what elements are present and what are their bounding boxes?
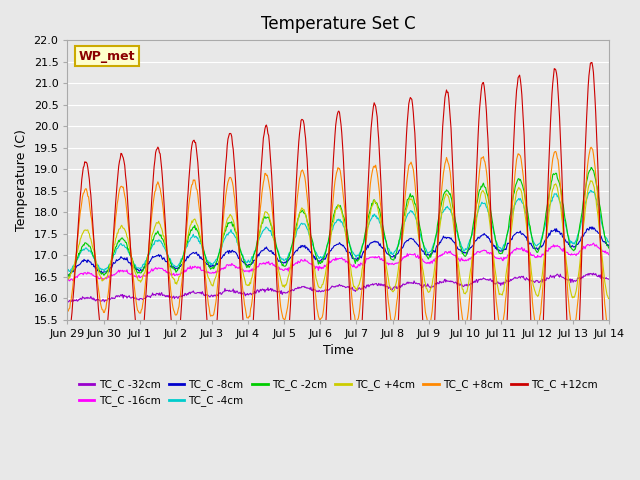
X-axis label: Time: Time — [323, 344, 354, 357]
Y-axis label: Temperature (C): Temperature (C) — [15, 129, 28, 231]
Text: WP_met: WP_met — [78, 49, 135, 63]
Legend: TC_C -32cm, TC_C -16cm, TC_C -8cm, TC_C -4cm, TC_C -2cm, TC_C +4cm, TC_C +8cm, T: TC_C -32cm, TC_C -16cm, TC_C -8cm, TC_C … — [75, 375, 602, 410]
Title: Temperature Set C: Temperature Set C — [261, 15, 416, 33]
